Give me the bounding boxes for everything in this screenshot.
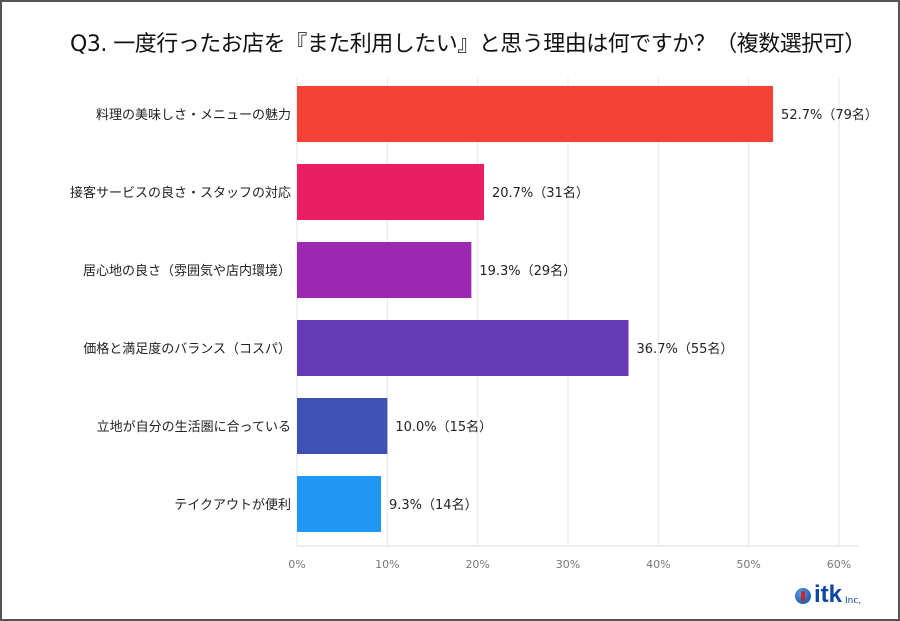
bar xyxy=(297,320,629,376)
data-label: 9.3%（14名） xyxy=(389,497,478,513)
data-label: 52.7%（79名） xyxy=(781,107,878,123)
bar xyxy=(297,476,382,532)
data-label: 19.3%（29名） xyxy=(479,263,576,279)
x-tick-label: 60% xyxy=(827,558,851,571)
category-label: 料理の美味しさ・メニューの魅力 xyxy=(96,108,291,123)
x-tick-label: 50% xyxy=(736,558,760,571)
x-tick-label: 20% xyxy=(465,558,489,571)
data-label: 20.7%（31名） xyxy=(492,185,589,201)
x-tick-label: 30% xyxy=(556,558,580,571)
data-label: 36.7%（55名） xyxy=(637,341,734,357)
bar xyxy=(297,164,484,220)
x-tick-label: 40% xyxy=(646,558,670,571)
category-label: 価格と満足度のバランス（コスパ） xyxy=(83,341,291,357)
x-tick-label: 0% xyxy=(288,558,305,571)
data-label: 10.0%（15名） xyxy=(395,419,492,435)
category-label: 居心地の良さ（雰囲気や店内環境） xyxy=(83,263,291,279)
bar xyxy=(297,398,388,454)
itk-logo: itk Inc, xyxy=(795,581,862,608)
logo-suffix: Inc, xyxy=(845,596,862,606)
bar xyxy=(297,86,774,142)
category-label: テイクアウトが便利 xyxy=(174,498,291,513)
logo-text: itk xyxy=(814,581,843,608)
chart-title: Q3. 一度行ったお店を『また利用したい』と思う理由は何ですか？（複数選択可） xyxy=(70,32,866,57)
globe-icon xyxy=(795,588,811,604)
category-label: 立地が自分の生活圏に合っている xyxy=(97,420,291,435)
bar xyxy=(297,242,472,298)
category-label: 接客サービスの良さ・スタッフの対応 xyxy=(70,185,291,201)
x-tick-label: 10% xyxy=(375,558,399,571)
